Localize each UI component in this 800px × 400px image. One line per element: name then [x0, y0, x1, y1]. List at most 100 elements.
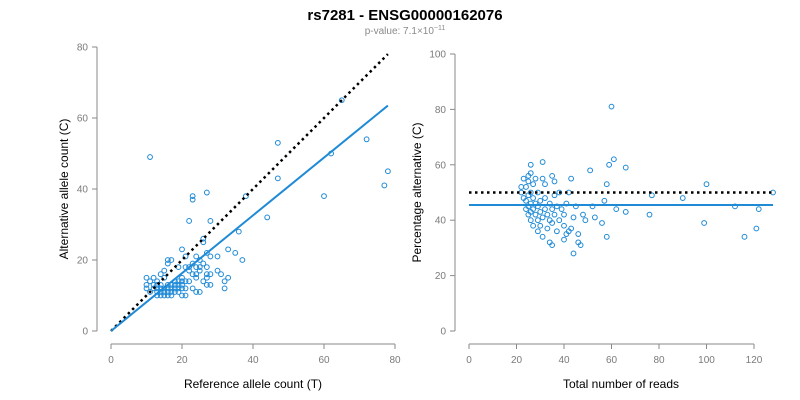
- panel-2-data-point: [537, 208, 544, 215]
- right-panel: 0 20 40 60 80 100 120 0 20 40 60 80 100 Total number …: [410, 50, 776, 391]
- panel-2-data-point: [549, 220, 556, 226]
- panel-2-data-point: [679, 195, 686, 201]
- panel-2-data-point: [539, 159, 546, 165]
- panel-1-data-point: [164, 292, 171, 299]
- panel-1-data-point: [218, 271, 224, 278]
- panel-2-data-point: [518, 184, 525, 190]
- panel-2-data-point: [568, 175, 575, 182]
- panel-2-data-point: [577, 242, 584, 249]
- panel-1-fit-line: [110, 104, 389, 332]
- panel-1-data-point: [221, 278, 228, 285]
- panel-2-data-point: [549, 172, 556, 179]
- panel-2-data-point: [582, 217, 589, 224]
- panel-1-data-point: [363, 136, 370, 143]
- panel-1-data-point: [239, 257, 246, 263]
- panel-1-data-point: [150, 274, 157, 281]
- panel-1-data-point: [147, 278, 153, 285]
- panel-2-data-point: [542, 181, 548, 188]
- panel-1-y-tick-label: 20: [77, 256, 89, 267]
- panel-2-data-point: [591, 214, 598, 221]
- panel-1-x-axis-title: Reference allele count (T): [184, 377, 322, 391]
- panel-2-data-point: [553, 228, 560, 235]
- panel-2-data-point: [532, 175, 539, 182]
- panel-1-data-point: [179, 246, 185, 253]
- panel-1-data-point: [179, 281, 185, 288]
- chart-title: rs7281 - ENSG00000162076: [307, 7, 502, 24]
- panel-1-data-point: [225, 246, 232, 253]
- panel-2-y-tick-label: 100: [429, 50, 446, 61]
- panel-2-data-point: [580, 211, 586, 218]
- panel-2-data-point: [537, 197, 544, 204]
- panel-2-data-point: [570, 214, 577, 221]
- panel-1-data-point: [164, 260, 171, 267]
- panel-1-data-point: [232, 250, 239, 256]
- panel-1-data-point: [189, 193, 196, 200]
- panel-2-data-point: [570, 250, 577, 257]
- panel-1-data-point: [196, 289, 203, 295]
- panel-1-data-point: [274, 175, 281, 182]
- panel-1-data-point: [182, 285, 189, 292]
- panel-1-data-point: [182, 292, 189, 299]
- panel-1-data-point: [189, 196, 196, 203]
- panel-2-data-point: [603, 181, 610, 188]
- panel-1-data-point: [196, 264, 203, 271]
- panel-1-y-tick-label: 0: [82, 327, 88, 338]
- panel-2-data-point: [525, 178, 532, 185]
- panel-1-x-tick-label: 0: [108, 355, 114, 366]
- panel-1-data-point: [175, 289, 182, 295]
- panel-2-data-point: [523, 184, 529, 190]
- panel-2-data-point: [527, 217, 534, 224]
- panel-1-data-point: [203, 271, 210, 278]
- panel-1-x-tick-label: 40: [247, 355, 259, 366]
- panel-2-data-point: [587, 167, 594, 174]
- panel-2-data-point: [601, 197, 608, 204]
- panel-1-data-point: [321, 193, 327, 200]
- panel-2-data-point: [755, 206, 762, 213]
- panel-1-data-point: [168, 292, 175, 299]
- panel-2-data-point: [542, 195, 548, 201]
- panel-1-data-point: [214, 253, 221, 260]
- panel-1-data-point: [175, 285, 182, 292]
- panel-1-data-point: [164, 281, 171, 288]
- pvalue-text: p-value: 7.1×10−11: [365, 25, 446, 37]
- panel-2-data-point: [539, 175, 546, 182]
- panel-1-data-point: [143, 274, 150, 281]
- panel-1-data-point: [182, 278, 189, 285]
- panel-1-x-tick-label: 20: [176, 355, 188, 366]
- panel-2-data-point: [534, 217, 541, 224]
- panel-1-data-point: [235, 228, 242, 235]
- panel-1-data-point: [179, 274, 185, 281]
- panel-2-data-point: [575, 231, 582, 237]
- panel-2-data-point: [589, 203, 596, 210]
- panel-1-data-point: [147, 154, 153, 160]
- panel-1-data-point: [193, 253, 200, 260]
- panel-1-data-point: [161, 267, 168, 274]
- panel-1-data-point: [196, 267, 203, 274]
- panel-2-data-point: [613, 206, 620, 213]
- panel-1-data-point: [179, 292, 185, 299]
- panel-2-data-point: [606, 161, 613, 168]
- panel-1-data-point: [164, 257, 171, 263]
- panel-1-data-point: [200, 260, 207, 267]
- panel-2-data-point: [622, 208, 629, 215]
- panel-2-data-point: [551, 211, 558, 218]
- panel-1-x-tick-label: 80: [389, 355, 401, 366]
- panel-2-x-axis-title: Total number of reads: [563, 377, 679, 391]
- panel-2-data-point: [608, 103, 615, 110]
- panel-1-data-point: [168, 257, 175, 263]
- panel-2-data-point: [561, 211, 567, 218]
- panel-2-x-tick-label: 60: [606, 355, 618, 366]
- panel-1-data-point: [154, 281, 161, 288]
- panel-1-data-point: [179, 285, 185, 292]
- panel-2-data-point: [561, 222, 567, 229]
- panel-1-data-point: [172, 289, 178, 295]
- panel-1-data-point: [147, 289, 153, 295]
- panel-2-data-point: [732, 203, 738, 210]
- panel-2-data-point: [561, 236, 567, 243]
- panel-2-data-point: [703, 181, 710, 188]
- panel-1-data-point: [161, 274, 168, 281]
- panel-1-y-axis-title: Alternative allele count (C): [57, 119, 71, 260]
- panel-2-data-point: [537, 222, 544, 229]
- panel-1-data-point: [207, 271, 214, 278]
